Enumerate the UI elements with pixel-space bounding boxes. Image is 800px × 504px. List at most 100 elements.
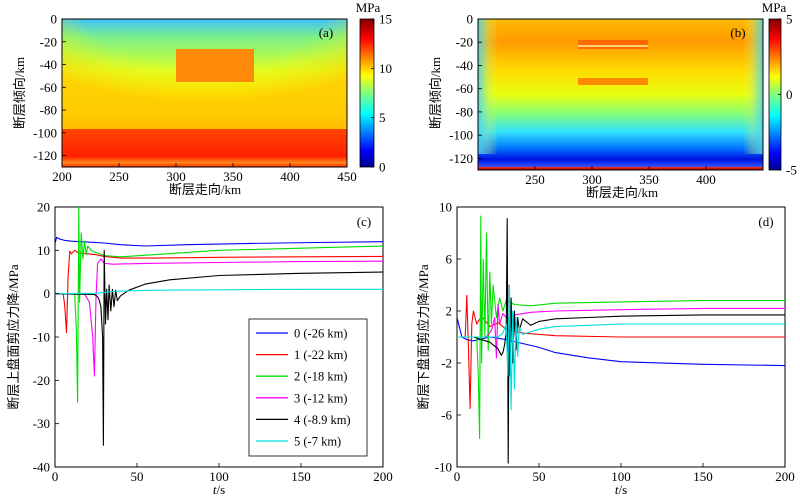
colorbar-a [359,18,375,168]
colorbar-tick-label: 0 [379,160,386,175]
series-line-3 [457,303,785,359]
xtick-label: 450 [337,169,357,184]
xtick-label: 150 [693,469,713,484]
series-line-4 [55,249,383,446]
xtick-label: 200 [775,469,795,484]
ytick-label: -10 [435,460,452,475]
ylabel-a: 断层倾向/km [12,57,27,129]
ytick-label: 6 [446,252,453,267]
legend-label: 3 (-12 km) [294,391,347,405]
series-line-5 [55,288,383,295]
ytick-label: 0 [467,12,474,27]
xtick-label: 350 [223,169,243,184]
panel-label-a: (a) [319,25,333,40]
series-line-3 [55,258,383,377]
xtick-label: 250 [109,169,129,184]
colorbar-tick-label: -5 [786,163,797,178]
colorbar-tick-label: 10 [379,61,392,76]
ytick-label: -30 [33,416,50,431]
series-lines-d [457,215,785,464]
xtick-label: 250 [525,172,545,187]
colorbar-tick-label: 0 [786,87,793,102]
xtick-label: 400 [696,172,716,187]
heatmap-b-band-bottom [578,78,648,85]
ytick-label: -2 [441,356,452,371]
xtick-label: 350 [639,172,659,187]
axes-frame-a [61,18,348,168]
ytick-label: -6 [441,408,452,423]
legend: 0 (-26 km) 1 (-22 km) 2 (-18 km) 3 (-12 km)… [248,318,368,457]
ylabel-d: 断层下盘面剪应力降/MPa [416,264,431,409]
ticks-d: 0 50 100 150 200 10 6 2 -2 -6 -10 [435,200,795,485]
ytick-label: 10 [439,200,452,215]
heatmap-b-band-top [578,40,648,49]
xtick-label: 150 [291,469,311,484]
ytick-label: 2 [446,304,453,319]
series-line-5 [457,284,785,411]
ytick-label: 10 [37,243,50,258]
legend-label: 2 (-18 km) [294,370,347,384]
ytick-label: -40 [456,58,473,73]
ytick-label: -40 [33,460,50,475]
ytick-label: -80 [456,104,473,119]
xtick-label: 0 [454,469,461,484]
heatmap-b-band-gap [578,45,648,47]
ytick-label: -20 [33,373,50,388]
panel-d: 0 50 100 150 200 10 6 2 -2 -6 -10 (d) 断层下盘面剪应力降/MP… [416,200,795,498]
axes-frame-b [477,18,764,171]
ytick-label: -120 [449,151,473,166]
panel-label-d: (d) [758,214,773,229]
ytick-label: -100 [449,128,473,143]
series-line-2 [55,207,383,403]
colorbar-tick-label: 5 [379,110,386,125]
colorbar-unit-a: MPa [356,0,381,15]
series-line-2 [457,215,785,439]
ytick-label: -60 [40,80,57,95]
ytick-label: -20 [456,35,473,50]
heatmap-b-side-shading [478,19,763,154]
legend-label: 1 (-22 km) [294,348,347,362]
colorbar-ticks-a: 15 10 5 0 [371,12,392,175]
xlabel-a: 断层走向/km [169,182,241,197]
xtick-label: 300 [582,172,602,187]
panel-label-c: (c) [357,214,371,229]
colorbar-unit-b: MPa [762,0,787,15]
series-line-0 [55,236,383,247]
ytick-label: -10 [33,330,50,345]
xtick-label: 0 [52,469,59,484]
xtick-label: 50 [533,469,546,484]
xtick-label: 100 [209,469,229,484]
ytick-label: -80 [40,103,57,118]
legend-label: 0 (-26 km) [294,327,347,341]
ytick-label: -40 [40,57,57,72]
legend-label: 4 (-8.9 km) [294,413,351,427]
ytick-label: -60 [456,81,473,96]
colorbar-tick-label: 5 [786,12,793,27]
panel-a: (a) 断层倾向/km 断层走向/km 200 250 300 350 400 450 0 -… [12,0,392,197]
xtick-label: 200 [52,169,72,184]
xtick-label: 300 [166,169,186,184]
xlabel-d: t/s [615,482,627,497]
panel-label-b: (b) [730,25,745,40]
xlabel-c: t/s [213,482,225,497]
series-lines-c [55,207,383,446]
ticks-a: 200 250 300 350 400 450 0 -20 -40 -60 -80 -100 -120 [33,12,357,185]
xtick-label: 400 [280,169,300,184]
xlabel-b: 断层走向/km [586,185,658,200]
ytick-label: 20 [37,200,50,215]
xtick-label: 50 [131,469,144,484]
series-line-0 [457,317,785,367]
panel-b: (b) 断层倾向/km 断层走向/km 250 300 350 400 0 -20 -40 -… [428,0,797,200]
ytick-label: 0 [51,12,58,27]
legend-label: 5 (-7 km) [294,435,341,449]
ytick-label: -120 [33,148,57,163]
ylabel-c: 断层上盘面剪应力降/MPa [6,264,21,409]
colorbar-tick-label: 15 [379,12,392,27]
legend-box [248,318,368,457]
ylabel-b: 断层倾向/km [428,57,443,129]
ytick-label: -20 [40,34,57,49]
xtick-label: 200 [373,469,393,484]
